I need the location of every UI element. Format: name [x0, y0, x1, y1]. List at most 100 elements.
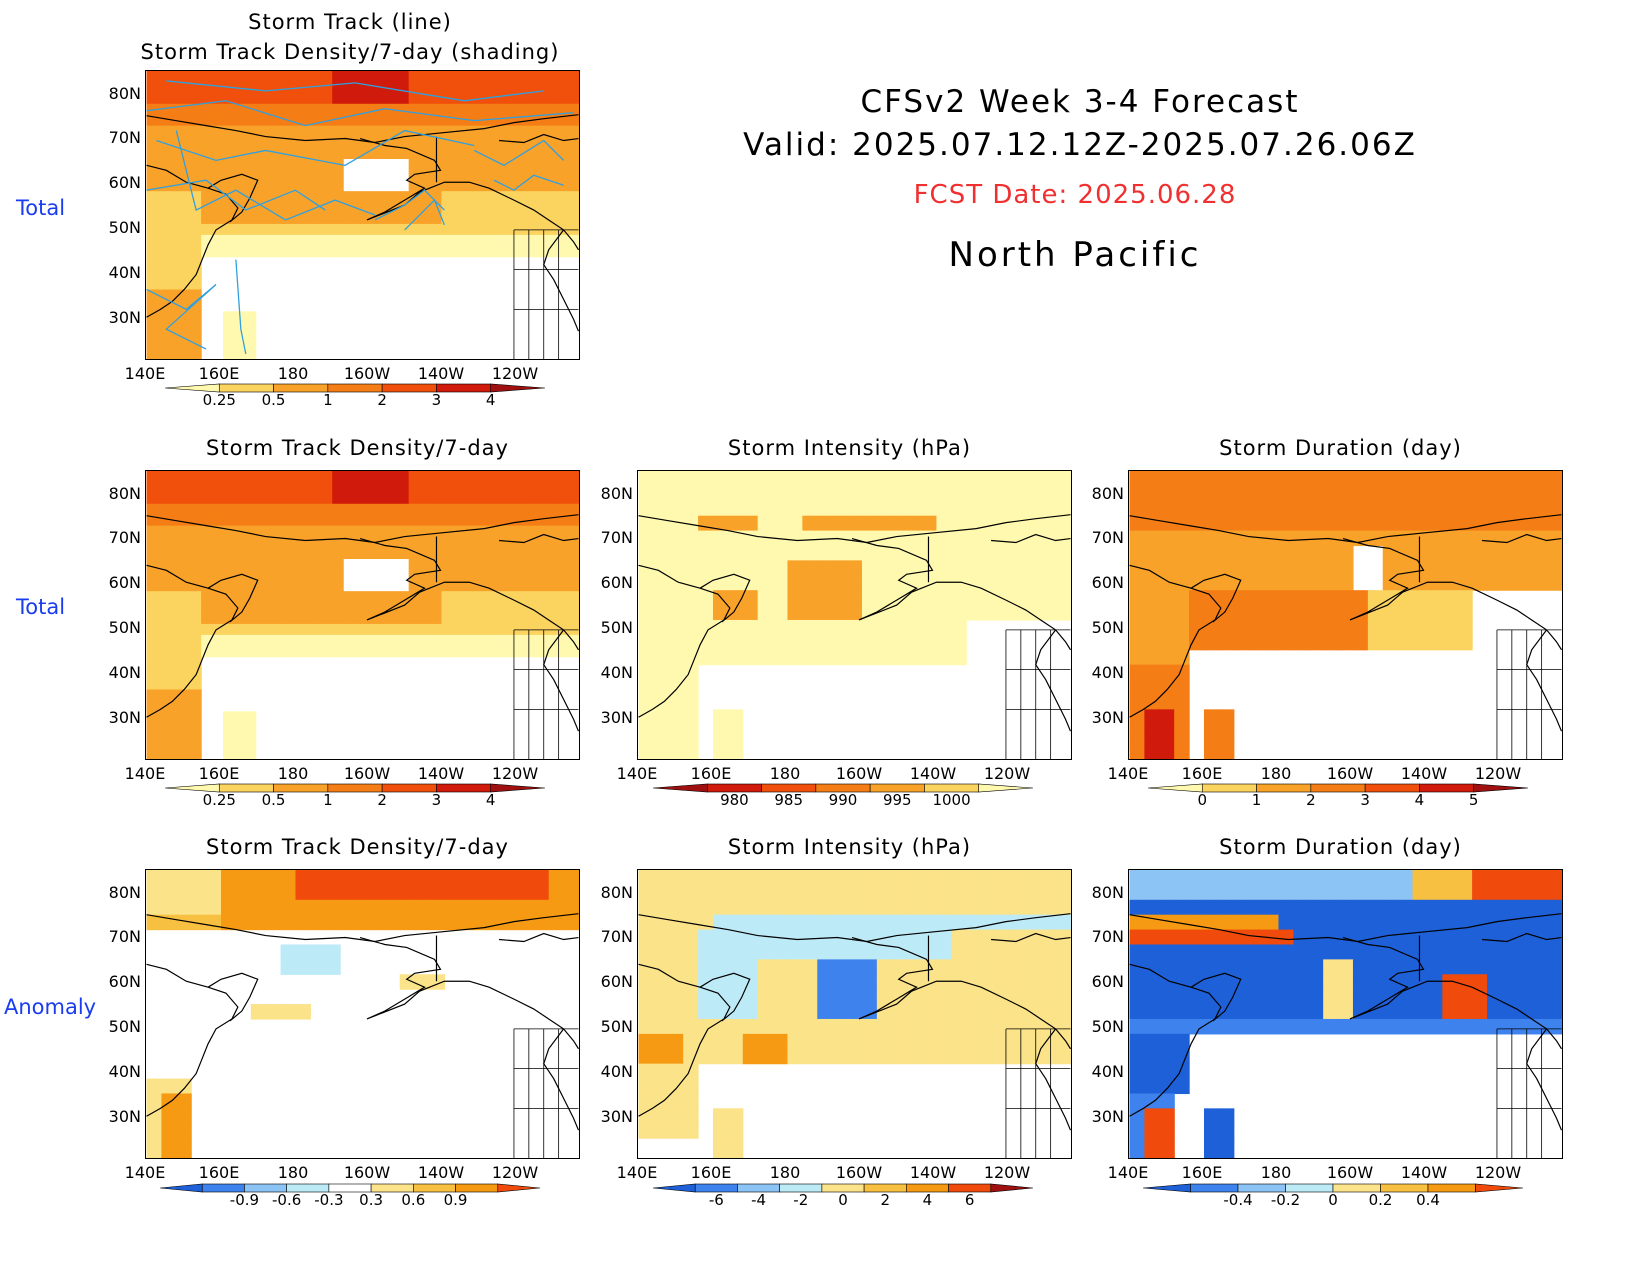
- grid-cell: [506, 492, 519, 505]
- grid-cell: [1412, 870, 1429, 886]
- grid-cell: [683, 1078, 699, 1095]
- colorbar-label: 4: [1414, 791, 1425, 809]
- grid-cell: [966, 590, 982, 606]
- grid-cell: [727, 1123, 744, 1139]
- grid-cell: [653, 1108, 669, 1124]
- grid-cell: [179, 136, 191, 149]
- grid-cell: [222, 344, 235, 356]
- grid-cell: [212, 147, 224, 159]
- grid-cell: [1174, 471, 1190, 487]
- grid-cell: [539, 245, 552, 258]
- grid-cell: [1129, 884, 1145, 901]
- grid-cell: [561, 514, 574, 527]
- grid-cell: [496, 569, 508, 581]
- grid-cell: [343, 536, 355, 549]
- grid-cell: [190, 744, 202, 756]
- grid-cell: [190, 114, 202, 127]
- grid-cell: [1055, 575, 1071, 591]
- grid-cell: [668, 1078, 684, 1095]
- grid-cell: [802, 619, 818, 636]
- grid-cell: [1055, 884, 1071, 901]
- grid-cell: [1218, 545, 1235, 561]
- grid-cell: [332, 471, 344, 483]
- grid-cell: [1248, 575, 1265, 591]
- grid-cell: [936, 545, 952, 561]
- grid-cell: [277, 136, 290, 149]
- grid-cell: [452, 180, 464, 192]
- grid-cell: [1487, 884, 1503, 901]
- grid-cell: [222, 311, 235, 323]
- grid-cell: [561, 191, 574, 203]
- grid-cell: [463, 125, 475, 138]
- grid-cell: [638, 530, 654, 547]
- grid-cell: [179, 103, 191, 116]
- grid-cell: [299, 503, 311, 516]
- grid-cell: [1412, 500, 1429, 517]
- grid-cell: [332, 202, 344, 214]
- grid-cell: [996, 974, 1012, 990]
- grid-cell: [419, 602, 432, 614]
- grid-cell: [332, 81, 344, 94]
- grid-cell: [712, 884, 729, 901]
- grid-cell: [157, 744, 169, 756]
- grid-cell: [727, 1048, 744, 1065]
- grid-cell: [539, 645, 552, 658]
- grid-cell: [146, 223, 159, 236]
- grid-cell: [299, 180, 311, 192]
- grid-cell: [981, 485, 997, 502]
- grid-cell: [168, 645, 180, 658]
- forecast-valid-range: Valid: 2025.07.12.12Z-2025.07.26.06Z: [743, 127, 1417, 163]
- grid-cell: [1472, 884, 1488, 901]
- grid-cell: [1531, 884, 1548, 901]
- grid-cell: [1010, 884, 1027, 901]
- grid-cell: [222, 711, 235, 723]
- colorbar-swatch: [490, 383, 546, 393]
- grid-cell: [1010, 899, 1027, 916]
- grid-cell: [1367, 959, 1384, 975]
- grid-cell: [157, 223, 169, 236]
- grid-cell: [190, 547, 202, 559]
- grid-cell: [506, 503, 519, 516]
- grid-cell: [463, 602, 475, 614]
- grid-cell: [539, 580, 552, 592]
- grid-cell: [742, 545, 759, 561]
- grid-cell: [517, 580, 530, 592]
- grid-cell: [1397, 485, 1414, 502]
- grid-cell: [1203, 1004, 1220, 1020]
- grid-cell: [528, 492, 541, 505]
- grid-cell: [1531, 560, 1548, 576]
- grid-cell: [1427, 605, 1443, 621]
- grid-cell: [1218, 1153, 1235, 1158]
- grid-cell: [310, 114, 322, 127]
- grid-cell: [299, 634, 311, 647]
- lat-tick-label: 80N: [108, 84, 141, 103]
- grid-cell: [572, 558, 579, 570]
- grid-cell: [951, 471, 967, 487]
- grid-cell: [712, 870, 729, 886]
- grid-cell: [1233, 974, 1250, 990]
- grid-cell: [340, 899, 356, 916]
- grid-cell: [1427, 974, 1443, 990]
- grid-cell: [668, 1004, 684, 1020]
- grid-cell: [430, 92, 443, 105]
- grid-cell: [354, 471, 366, 483]
- grid-cell: [441, 234, 453, 247]
- grid-cell: [1233, 619, 1250, 636]
- lon-tick-label: 160W: [835, 1163, 883, 1182]
- grid-cell: [1397, 899, 1414, 916]
- grid-cell: [190, 180, 202, 192]
- grid-cell: [250, 1004, 267, 1020]
- lon-tick-label: 140W: [417, 1163, 465, 1182]
- grid-cell: [847, 545, 863, 561]
- grid-cell: [936, 1018, 952, 1035]
- grid-cell: [787, 590, 803, 606]
- grid-cell: [1233, 634, 1250, 651]
- grid-cell: [179, 755, 191, 759]
- grid-cell: [1546, 530, 1562, 547]
- grid-cell: [146, 471, 159, 483]
- grid-cell: [474, 223, 486, 236]
- grid-cell: [1382, 619, 1399, 636]
- grid-cell: [539, 602, 552, 614]
- grid-cell: [951, 944, 967, 960]
- grid-cell: [321, 136, 333, 149]
